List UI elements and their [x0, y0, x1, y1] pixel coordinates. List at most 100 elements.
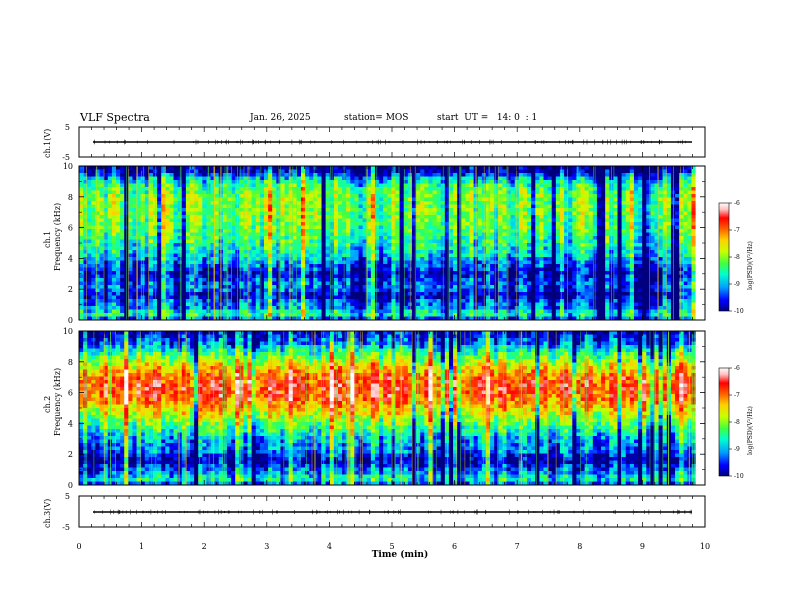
spectrogram-cell: [522, 166, 528, 170]
spectrogram-cell: [136, 299, 142, 303]
spectrogram-cell: [374, 236, 380, 240]
spectrogram-cell: [313, 306, 318, 310]
spectrogram-cell: [510, 166, 516, 170]
spectrogram-cell: [276, 222, 281, 226]
spectrogram-cell: [280, 257, 285, 261]
spectrogram-cell: [91, 260, 96, 265]
spectrogram-cell: [226, 190, 232, 195]
spectrogram-cell: [313, 236, 318, 240]
spectrogram-cell: [399, 313, 405, 317]
spectrogram-cell: [457, 222, 462, 226]
spectrogram-cell: [152, 180, 158, 184]
spectrogram-cell: [436, 197, 442, 202]
spectrogram-cell: [362, 229, 368, 233]
spectrogram-cell: [128, 211, 133, 216]
spectrogram-cell: [448, 194, 454, 198]
spectrogram-cell: [173, 278, 179, 282]
spectrogram-cell: [477, 316, 483, 321]
spectrogram-cell: [346, 271, 351, 275]
spectrogram-cell: [128, 187, 133, 191]
spectrogram-cell: [226, 264, 232, 268]
spectrogram-cell: [214, 183, 220, 188]
spectrogram-cell: [379, 187, 384, 191]
spectrogram-cell: [292, 309, 298, 314]
spectrogram-cell: [313, 299, 318, 303]
spectrogram-cell: [448, 225, 454, 230]
spectrogram-cell: [383, 253, 388, 258]
spectrogram-cell: [399, 271, 405, 275]
spectrogram-cell: [485, 274, 491, 279]
spectrogram-cell: [161, 229, 166, 233]
spectrogram-cell: [485, 225, 491, 230]
spectrogram-cell: [510, 180, 516, 184]
spectrogram-cell: [181, 239, 187, 244]
spectrogram-cell: [333, 166, 339, 170]
spectrogram-cell: [399, 246, 405, 251]
spectrogram-cell: [522, 253, 528, 258]
spectrogram-cell: [231, 274, 236, 279]
spectrogram-cell: [280, 215, 285, 219]
spectrogram-cell: [247, 278, 253, 282]
spectrogram-cell: [226, 176, 232, 181]
spectrogram-cell: [148, 187, 154, 191]
spectrogram-cell: [140, 180, 146, 184]
spectrogram-cell: [309, 180, 314, 184]
spectrogram-cell: [83, 253, 88, 258]
spectrogram-cell: [350, 260, 355, 265]
spectrogram-cell: [432, 295, 438, 300]
spectrogram-cell: [485, 222, 491, 226]
spectrogram-cell: [350, 257, 355, 261]
spectrogram-cell: [296, 194, 302, 198]
spectrogram-cell: [490, 204, 495, 209]
spectrogram-cell: [461, 176, 466, 181]
spectrogram-cell: [189, 194, 195, 198]
spectrogram-cell: [189, 313, 195, 317]
spectrogram-cell: [490, 208, 495, 212]
spectrogram-cell: [453, 257, 458, 261]
spectrogram-cell: [169, 260, 174, 265]
spectrogram-cell: [485, 267, 491, 272]
spectrogram-cell: [416, 316, 421, 321]
spectrogram-cell: [83, 194, 88, 198]
spectrogram-cell: [337, 236, 343, 240]
spectrogram-cell: [202, 306, 207, 310]
spectrogram-cell: [428, 239, 433, 244]
spectrogram-cell: [366, 295, 372, 300]
spectrogram-cell: [522, 176, 528, 181]
spectrogram-cell: [202, 236, 207, 240]
spectrogram-cell: [87, 264, 92, 268]
spectrogram-cell: [448, 253, 454, 258]
spectrogram-cell: [83, 204, 88, 209]
spectrogram-cell: [321, 274, 327, 279]
spectrogram-cell: [399, 187, 405, 191]
spectrogram-cell: [161, 316, 166, 321]
spectrogram-cell: [337, 218, 343, 223]
spectrogram-cell: [428, 183, 433, 188]
spectrogram-cell: [251, 288, 257, 293]
spectrogram-cell: [305, 313, 310, 317]
spectrogram-cell: [107, 281, 113, 286]
spectrogram-cell: [292, 215, 298, 219]
spectrogram-cell: [436, 253, 442, 258]
spectrogram-cell: [494, 292, 499, 296]
spectrogram-cell: [161, 169, 166, 174]
spectrogram-cell: [198, 313, 203, 317]
spectrogram-cell: [276, 250, 281, 254]
spectrogram-cell: [185, 197, 191, 202]
spectrogram-cell: [477, 253, 483, 258]
spectrogram-cell: [198, 267, 203, 272]
spectrogram-cell: [152, 229, 158, 233]
spectrogram-cell: [461, 180, 466, 184]
spectrogram-cell: [95, 285, 100, 289]
spectrogram-cell: [510, 169, 516, 174]
spectrogram-cell: [383, 194, 388, 198]
spectrogram-cell: [362, 274, 368, 279]
spectrogram-cell: [165, 180, 170, 184]
spectrogram-cell: [432, 309, 438, 314]
spectrogram-cell: [148, 274, 154, 279]
spectrogram-cell: [424, 313, 429, 317]
spectrogram-cell: [91, 211, 96, 216]
spectrogram-cell: [350, 313, 355, 317]
spectrogram-cell: [465, 222, 470, 226]
